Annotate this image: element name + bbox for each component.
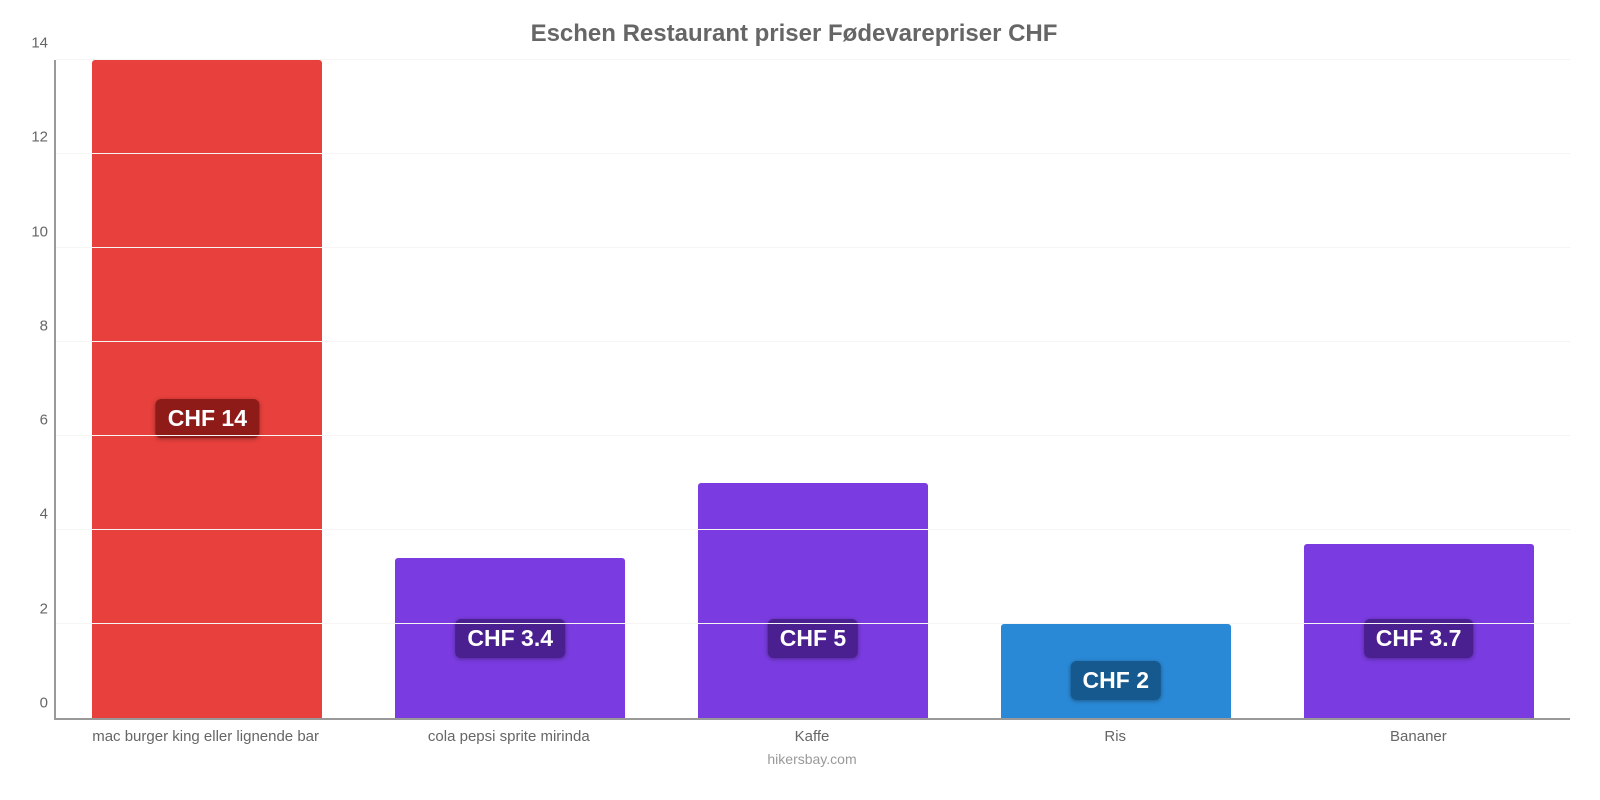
x-tick-label: cola pepsi sprite mirinda (357, 720, 660, 745)
bar: CHF 5 (698, 483, 928, 718)
x-tick-label: Kaffe (660, 720, 963, 745)
grid-line (56, 247, 1570, 248)
grid-line (56, 623, 1570, 624)
plot-area: CHF 14 CHF 3.4 CHF 5 CHF 2 CHF 3.7 (54, 60, 1570, 720)
bar-slot: CHF 14 (56, 60, 359, 718)
bar-slot: CHF 3.4 (359, 60, 662, 718)
chart-container: Eschen Restaurant priser Fødevarepriser … (0, 0, 1600, 800)
chart-footer: hikersbay.com (54, 751, 1570, 767)
y-tick-label: 0 (40, 695, 48, 712)
bar: CHF 2 (1001, 624, 1231, 718)
grid-line (56, 341, 1570, 342)
bar: CHF 3.4 (395, 558, 625, 718)
bar: CHF 14 (92, 60, 322, 718)
y-tick-label: 12 (31, 129, 48, 146)
y-tick-label: 10 (31, 223, 48, 240)
chart-title: Eschen Restaurant priser Fødevarepriser … (18, 20, 1570, 48)
chart-body: 02468101214 CHF 14CHF 3.4CHF 5CHF 2CHF 3… (18, 60, 1570, 720)
bars-layer: CHF 14 CHF 3.4 CHF 5 CHF 2 CHF 3.7 (56, 60, 1570, 718)
y-tick-label: 14 (31, 35, 48, 52)
value-label: CHF 3.4 (455, 619, 565, 658)
y-tick-label: 8 (40, 317, 48, 334)
value-label: CHF 5 (768, 619, 858, 658)
grid-line (56, 153, 1570, 154)
y-tick-label: 6 (40, 412, 48, 429)
y-tick-label: 4 (40, 506, 48, 523)
bar: CHF 3.7 (1304, 544, 1534, 718)
grid-line (56, 59, 1570, 60)
bar-slot: CHF 5 (662, 60, 965, 718)
value-label: CHF 14 (156, 399, 259, 438)
x-tick-label: Bananer (1267, 720, 1570, 745)
y-tick-label: 2 (40, 600, 48, 617)
grid-line (56, 529, 1570, 530)
bar-slot: CHF 2 (964, 60, 1267, 718)
x-tick-label: mac burger king eller lignende bar (54, 720, 357, 745)
value-label: CHF 2 (1071, 661, 1161, 700)
y-axis: 02468101214 (18, 60, 54, 720)
grid-line (56, 435, 1570, 436)
bar-slot: CHF 3.7 (1267, 60, 1570, 718)
x-tick-label: Ris (964, 720, 1267, 745)
x-axis: mac burger king eller lignende barcola p… (54, 720, 1570, 745)
value-label: CHF 3.7 (1364, 619, 1474, 658)
